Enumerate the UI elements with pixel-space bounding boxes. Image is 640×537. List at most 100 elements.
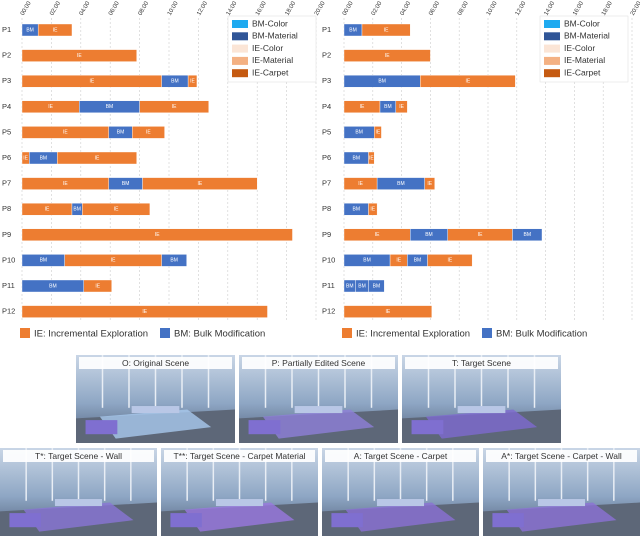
key-swatch bbox=[160, 328, 170, 338]
segment bbox=[161, 254, 187, 267]
row-label: P6 bbox=[322, 153, 331, 162]
segment-label: BM bbox=[40, 258, 48, 264]
segment-label: BM bbox=[355, 130, 363, 136]
legend-swatch bbox=[544, 56, 560, 65]
scene-label: T*: Target Scene - Wall bbox=[35, 451, 122, 461]
segment-label: IE bbox=[370, 207, 375, 213]
row-label: P1 bbox=[2, 25, 11, 34]
segment-label: IE bbox=[375, 232, 380, 238]
segment bbox=[368, 279, 385, 293]
x-tick-label: 10:00 bbox=[167, 0, 180, 17]
scene-image: T*: Target Scene - Wall bbox=[0, 448, 157, 536]
x-tick-label: 08:00 bbox=[457, 0, 470, 17]
segment-label: BM bbox=[414, 258, 422, 264]
segment-label: BM bbox=[352, 207, 360, 213]
segment-label: IE bbox=[198, 181, 203, 187]
segment bbox=[21, 228, 293, 242]
segment-label: BM bbox=[373, 283, 381, 289]
segment-label: IE bbox=[358, 181, 363, 187]
x-tick-label: 04:00 bbox=[400, 0, 413, 17]
segment bbox=[343, 49, 431, 62]
row-label: P2 bbox=[2, 51, 11, 60]
scene-image: T**: Target Scene - Carpet Material bbox=[161, 448, 318, 536]
legend-label: IE-Color bbox=[564, 43, 595, 53]
segment-label: IE bbox=[155, 232, 160, 238]
segment-label: IE bbox=[447, 258, 452, 264]
carpet bbox=[425, 409, 538, 439]
segment-label: IE bbox=[53, 27, 58, 33]
scene-label-box bbox=[164, 450, 315, 462]
x-tick-label: 18:00 bbox=[601, 0, 614, 17]
table bbox=[294, 406, 343, 414]
segment-label: BM bbox=[26, 27, 34, 33]
segment-label: BM bbox=[384, 104, 392, 110]
segment bbox=[395, 100, 408, 114]
legend-swatch bbox=[544, 32, 560, 41]
x-tick-label: 00:00 bbox=[342, 0, 355, 17]
carpet bbox=[506, 502, 617, 532]
sofa bbox=[411, 420, 444, 435]
row-label: P11 bbox=[2, 281, 15, 290]
x-tick-label: 16:00 bbox=[255, 0, 268, 17]
scene-image: A: Target Scene - Carpet bbox=[322, 448, 479, 536]
table bbox=[54, 499, 103, 507]
segment-label: IE bbox=[146, 130, 151, 136]
segment bbox=[57, 151, 137, 165]
segment bbox=[343, 305, 433, 318]
legend-label: IE-Material bbox=[252, 55, 293, 65]
segment-label: IE bbox=[478, 232, 483, 238]
x-tick-label: 06:00 bbox=[108, 0, 121, 17]
segment-label: BM bbox=[171, 79, 179, 85]
scene-label-box bbox=[79, 357, 232, 369]
segment-label: BM bbox=[106, 104, 114, 110]
carpet bbox=[184, 502, 295, 532]
x-tick-label: 12:00 bbox=[196, 0, 209, 17]
row-label: P2 bbox=[322, 51, 331, 60]
legend-swatch bbox=[232, 44, 248, 53]
sofa bbox=[248, 420, 281, 435]
sofa bbox=[85, 420, 118, 435]
row-label: P3 bbox=[322, 76, 331, 85]
scene-label: O: Original Scene bbox=[122, 358, 189, 368]
scene-label-box bbox=[325, 450, 476, 462]
x-tick-label: 04:00 bbox=[79, 0, 92, 17]
table bbox=[376, 499, 425, 507]
row-label: P5 bbox=[2, 127, 11, 136]
legend-label: IE-Carpet bbox=[252, 67, 289, 77]
segment-label: BM bbox=[523, 232, 531, 238]
x-tick-label: 10:00 bbox=[486, 0, 499, 17]
key-label: IE: Incremental Exploration bbox=[34, 329, 148, 340]
key-swatch bbox=[342, 328, 352, 338]
scene-label: T: Target Scene bbox=[452, 358, 511, 368]
segment bbox=[37, 23, 73, 37]
segment-label: IE bbox=[172, 104, 177, 110]
segment-label: IE bbox=[63, 130, 68, 136]
row-label: P12 bbox=[322, 307, 335, 316]
segment-label: IE bbox=[23, 155, 28, 161]
scene-image: A*: Target Scene - Carpet - Wall bbox=[483, 448, 640, 536]
legend-label: IE-Color bbox=[252, 43, 283, 53]
carpet bbox=[99, 409, 212, 439]
row-label: P12 bbox=[2, 307, 15, 316]
segment-label: IE bbox=[111, 258, 116, 264]
row-label: P6 bbox=[2, 153, 11, 162]
key-swatch bbox=[482, 328, 492, 338]
segment-label: IE bbox=[385, 53, 390, 59]
segment bbox=[82, 202, 151, 216]
scene-image: O: Original Scene bbox=[76, 355, 235, 443]
table bbox=[537, 499, 586, 507]
segment-label: BM bbox=[349, 27, 357, 33]
row-label: P9 bbox=[322, 230, 331, 239]
segment-label: BM bbox=[73, 207, 81, 213]
legend-swatch bbox=[544, 69, 560, 78]
segment-label: BM bbox=[122, 181, 130, 187]
segment-label: IE bbox=[89, 79, 94, 85]
segment bbox=[83, 279, 112, 293]
sofa bbox=[331, 513, 363, 528]
row-label: P3 bbox=[2, 76, 11, 85]
row-label: P8 bbox=[2, 204, 11, 213]
x-tick-label: 02:00 bbox=[49, 0, 62, 17]
x-tick-label: 00:00 bbox=[20, 0, 33, 17]
legend-swatch bbox=[544, 20, 560, 28]
